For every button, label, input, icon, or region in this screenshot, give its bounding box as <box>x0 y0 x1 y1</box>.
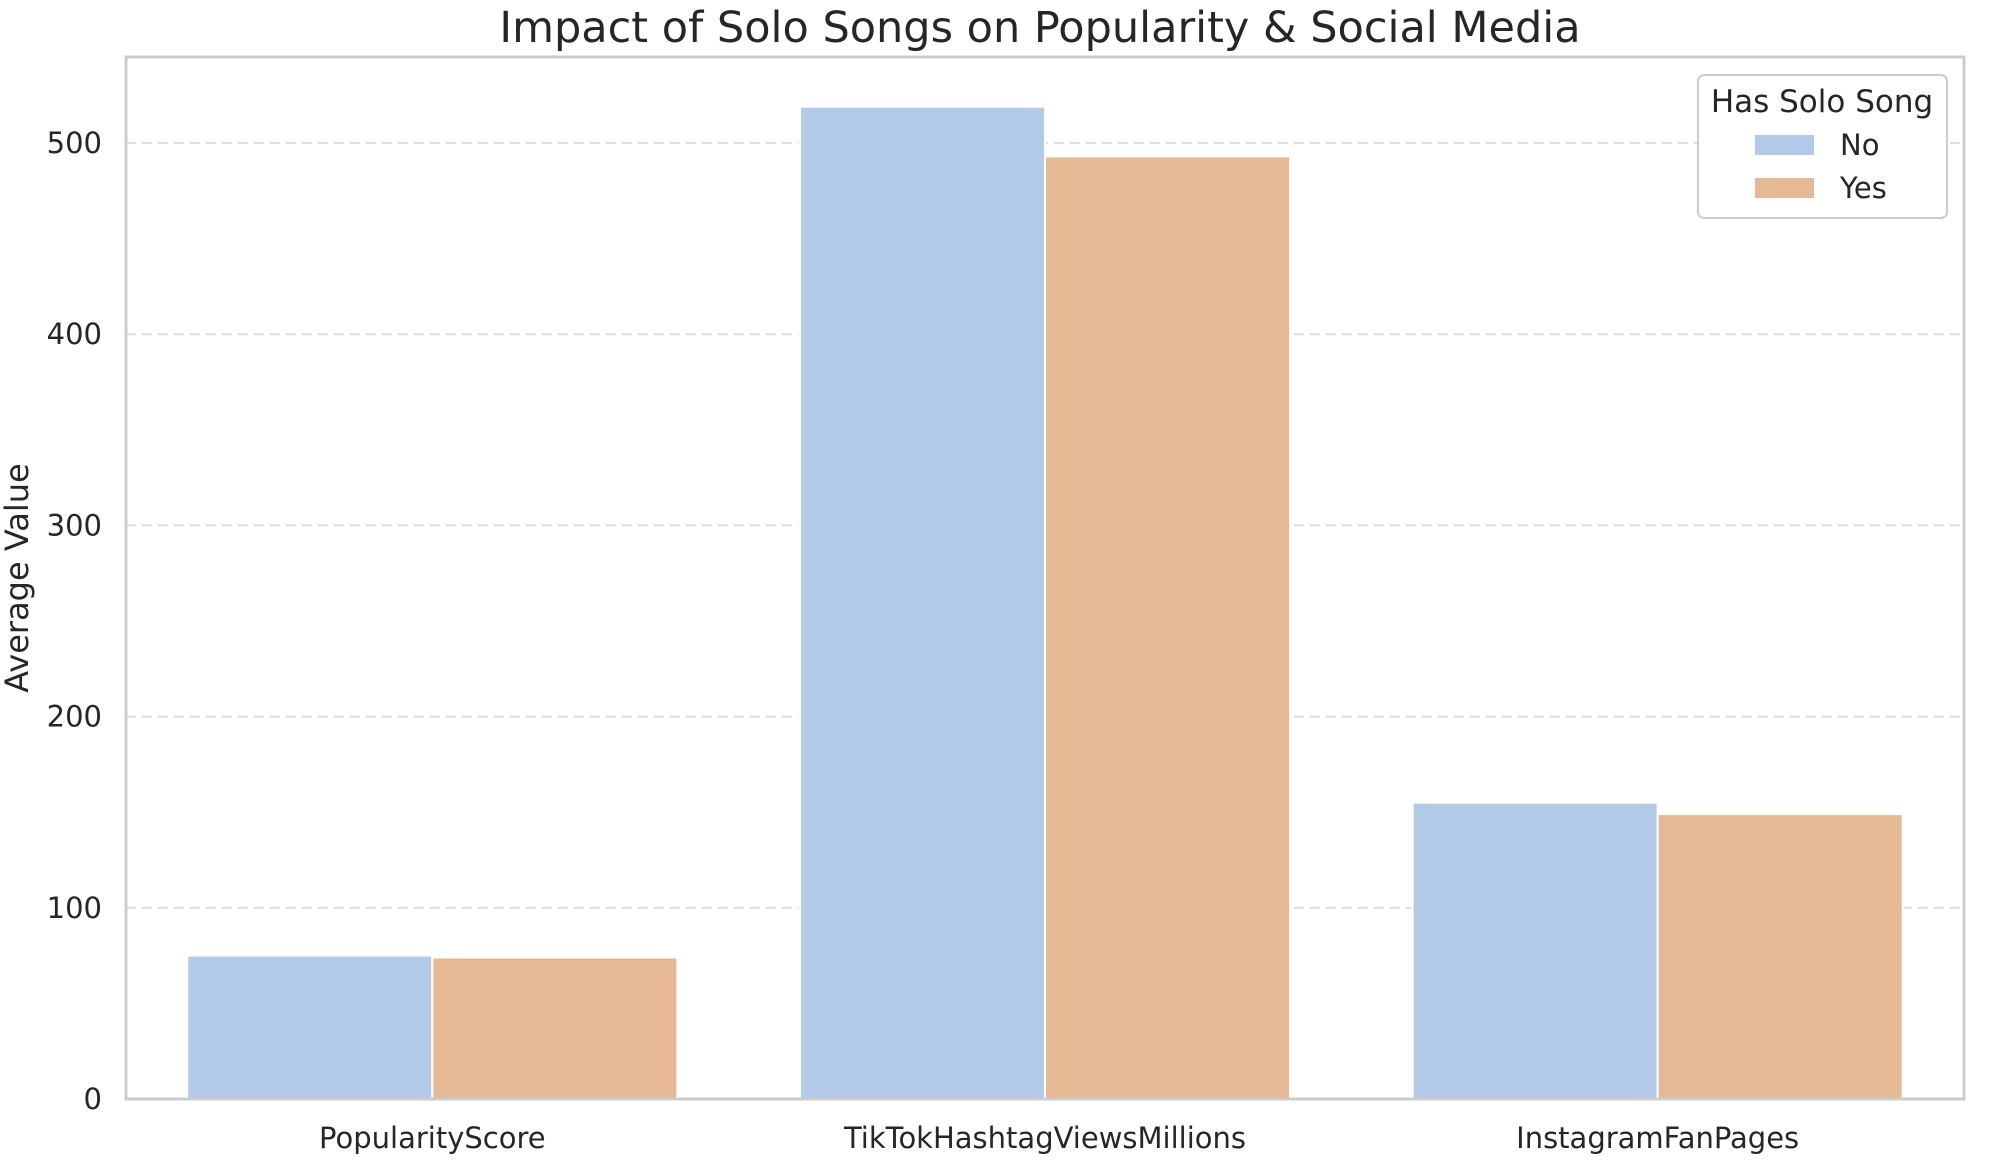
bar-yes-0 <box>431 956 679 1101</box>
y-tick-label: 200 <box>47 700 102 734</box>
y-tick-label: 0 <box>84 1082 102 1116</box>
legend-swatch-no <box>1755 135 1814 155</box>
bar-no-2 <box>1411 801 1659 1100</box>
bar-no-0 <box>186 954 434 1101</box>
y-axis-label: Average Value <box>0 463 36 692</box>
x-tick-label: InstagramFanPages <box>1516 1121 1799 1155</box>
bar-yes-2 <box>1656 813 1904 1100</box>
legend-title: Has Solo Song <box>1711 84 1933 120</box>
y-tick-label: 400 <box>47 317 102 351</box>
bar-no-1 <box>798 105 1047 1101</box>
legend-label-no: No <box>1840 128 1879 162</box>
legend-swatch-yes <box>1755 178 1814 198</box>
plot-frame <box>124 55 1966 1101</box>
y-tick-label: 100 <box>47 891 102 925</box>
bars <box>186 105 1904 1101</box>
axes: 0 100 200 300 400 500 PopularityScore TikTokHas… <box>47 55 1966 1155</box>
chart-title: Impact of Solo Songs on Popularity & Soc… <box>499 3 1580 53</box>
legend: Has Solo Song No Yes <box>1697 74 1948 219</box>
x-tick-label: TikTokHashtagViewsMillions <box>843 1121 1246 1155</box>
legend-label-yes: Yes <box>1839 171 1887 205</box>
y-tick-label: 300 <box>47 508 102 542</box>
x-tick-label: PopularityScore <box>319 1121 546 1155</box>
bar-yes-1 <box>1044 155 1292 1101</box>
y-tick-label: 500 <box>47 126 102 160</box>
